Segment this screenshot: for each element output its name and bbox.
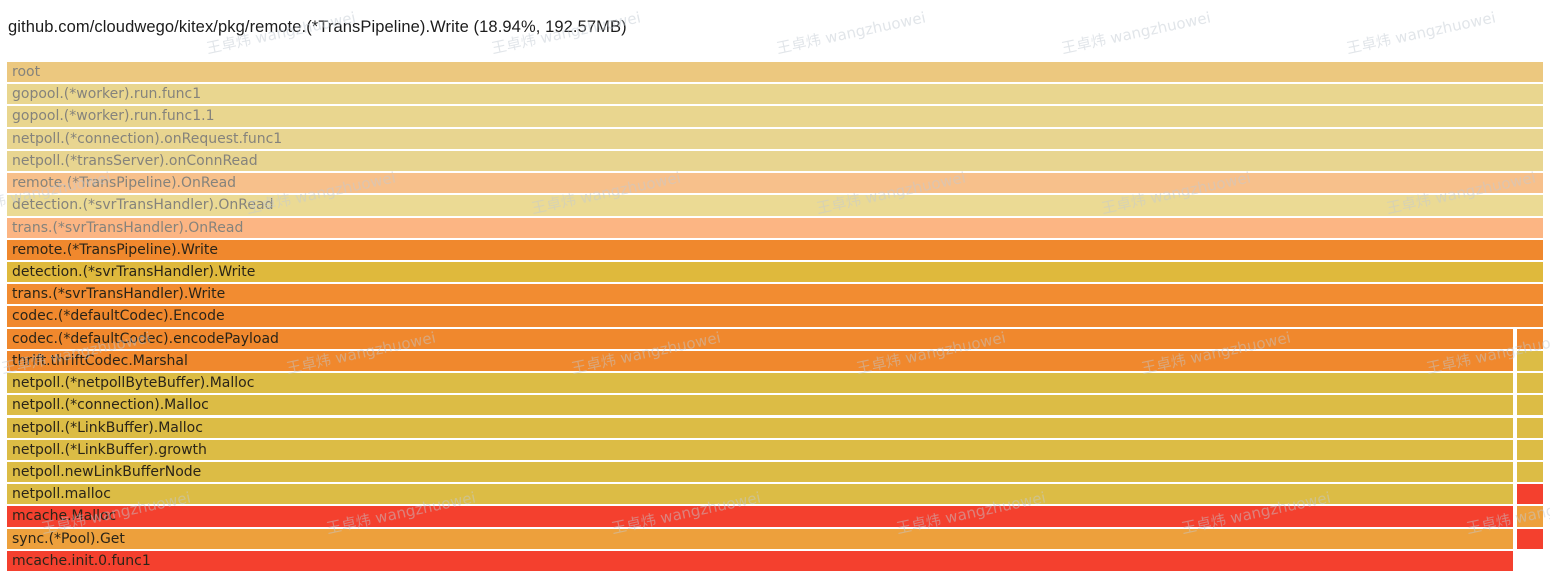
flame-frame[interactable]: codec.(*defaultCodec).Encode [7, 306, 1543, 327]
flame-frame[interactable]: sync.(*Pool).Get [7, 528, 1513, 549]
flame-row: trans.(*svrTransHandler).Write [7, 284, 1543, 305]
flame-row: netpoll.(*LinkBuffer).Malloc [7, 417, 1543, 438]
flame-frame-side[interactable] [1517, 484, 1543, 505]
flame-frame[interactable]: detection.(*svrTransHandler).OnRead [7, 195, 1543, 216]
frame-label: trans.(*svrTransHandler).Write [12, 286, 226, 303]
frame-label: remote.(*TransPipeline).Write [12, 241, 218, 258]
flame-row: gopool.(*worker).run.func1 [7, 84, 1543, 105]
frame-label: netpoll.(*connection).onRequest.func1 [12, 130, 283, 147]
flame-row: trans.(*svrTransHandler).OnRead [7, 217, 1543, 238]
frame-label: codec.(*defaultCodec).encodePayload [12, 330, 279, 347]
flame-row: netpoll.(*transServer).onConnRead [7, 150, 1543, 172]
flame-row: codec.(*defaultCodec).encodePayload [7, 328, 1543, 349]
flame-row: netpoll.malloc [7, 484, 1543, 505]
frame-label: netpoll.(*LinkBuffer).Malloc [12, 419, 203, 436]
frame-label: sync.(*Pool).Get [12, 530, 125, 547]
flame-frame[interactable]: trans.(*svrTransHandler).Write [7, 284, 1543, 305]
flame-frame[interactable]: netpoll.(*transServer).onConnRead [7, 150, 1543, 172]
flame-frame-side[interactable] [1517, 417, 1543, 438]
flame-frame-side[interactable] [1517, 461, 1543, 483]
flamegraph: root gopool.(*worker).run.func1 gopool.(*w… [7, 62, 1543, 574]
flame-frame-side[interactable] [1517, 395, 1543, 416]
flame-frame[interactable]: gopool.(*worker).run.func1 [7, 84, 1543, 105]
frame-label: mcache.Malloc [12, 508, 117, 525]
flame-row: netpoll.(*LinkBuffer).growth [7, 439, 1543, 460]
flame-row: netpoll.(*netpollByteBuffer).Malloc [7, 373, 1543, 394]
flame-row: sync.(*Pool).Get [7, 528, 1543, 549]
frame-label: netpoll.(*netpollByteBuffer).Malloc [12, 375, 255, 392]
frame-label: thrift.thriftCodec.Marshal [12, 352, 188, 369]
flame-frame[interactable]: gopool.(*worker).run.func1.1 [7, 106, 1543, 127]
flame-frame[interactable]: remote.(*TransPipeline).OnRead [7, 173, 1543, 194]
frame-label: root [12, 64, 41, 80]
flame-frame[interactable]: mcache.init.0.func1 [7, 550, 1513, 572]
frame-label: gopool.(*worker).run.func1 [12, 86, 202, 103]
frame-label: netpoll.(*LinkBuffer).growth [12, 441, 207, 458]
frame-label: netpoll.malloc [12, 486, 111, 503]
flame-frame-side[interactable] [1517, 506, 1543, 527]
frame-label: trans.(*svrTransHandler).OnRead [12, 219, 244, 236]
flame-frame[interactable]: root [7, 62, 1543, 83]
flame-frame[interactable]: thrift.thriftCodec.Marshal [7, 350, 1513, 372]
frame-label: gopool.(*worker).run.func1.1 [12, 108, 215, 125]
flame-frame[interactable]: trans.(*svrTransHandler).OnRead [7, 217, 1543, 238]
flame-frame[interactable]: netpoll.(*LinkBuffer).growth [7, 439, 1513, 460]
flame-frame[interactable]: netpoll.(*LinkBuffer).Malloc [7, 417, 1513, 438]
flame-frame-side[interactable] [1517, 439, 1543, 460]
flame-row: netpoll.newLinkBufferNode [7, 461, 1543, 483]
watermark-text: 王卓炜 wangzhuowei [1059, 8, 1213, 58]
flame-row: thrift.thriftCodec.Marshal [7, 350, 1543, 372]
flame-row: gopool.(*worker).run.func1.1 [7, 106, 1543, 127]
frame-label: netpoll.(*transServer).onConnRead [12, 152, 258, 169]
flame-frame-side[interactable] [1517, 350, 1543, 372]
flame-row: mcache.Malloc [7, 506, 1543, 527]
frame-label: netpoll.newLinkBufferNode [12, 463, 202, 480]
flame-row: root [7, 62, 1543, 83]
flame-row: mcache.init.0.func1 [7, 550, 1543, 572]
flame-frame-side[interactable] [1517, 373, 1543, 394]
flame-row: remote.(*TransPipeline).OnRead [7, 173, 1543, 194]
flame-frame[interactable]: remote.(*TransPipeline).Write [7, 239, 1543, 260]
flame-row: codec.(*defaultCodec).Encode [7, 306, 1543, 327]
flame-row: detection.(*svrTransHandler).Write [7, 261, 1543, 283]
flame-frame[interactable]: netpoll.(*netpollByteBuffer).Malloc [7, 373, 1513, 394]
flame-frame[interactable]: netpoll.(*connection).onRequest.func1 [7, 128, 1543, 149]
selected-frame-title: github.com/cloudwego/kitex/pkg/remote.(*… [8, 18, 627, 36]
frame-label: detection.(*svrTransHandler).OnRead [12, 197, 274, 214]
frame-label: netpoll.(*connection).Malloc [12, 397, 209, 414]
flame-frame-side[interactable] [1517, 328, 1543, 349]
flame-row: detection.(*svrTransHandler).OnRead [7, 195, 1543, 216]
flame-row: remote.(*TransPipeline).Write [7, 239, 1543, 260]
frame-label: detection.(*svrTransHandler).Write [12, 263, 256, 280]
flame-frame[interactable]: detection.(*svrTransHandler).Write [7, 261, 1543, 283]
watermark-text: 王卓炜 wangzhuowei [1344, 8, 1498, 58]
flame-frame[interactable]: netpoll.malloc [7, 484, 1513, 505]
frame-label: mcache.init.0.func1 [12, 552, 151, 569]
flame-frame-side[interactable] [1517, 528, 1543, 549]
flame-row: netpoll.(*connection).onRequest.func1 [7, 128, 1543, 149]
flame-row: netpoll.(*connection).Malloc [7, 395, 1543, 416]
flame-frame[interactable]: mcache.Malloc [7, 506, 1513, 527]
frame-label: codec.(*defaultCodec).Encode [12, 308, 225, 325]
watermark-text: 王卓炜 wangzhuowei [774, 8, 928, 58]
frame-label: remote.(*TransPipeline).OnRead [12, 175, 237, 192]
flame-frame[interactable]: codec.(*defaultCodec).encodePayload [7, 328, 1513, 349]
flame-frame[interactable]: netpoll.(*connection).Malloc [7, 395, 1513, 416]
flame-frame[interactable]: netpoll.newLinkBufferNode [7, 461, 1513, 483]
